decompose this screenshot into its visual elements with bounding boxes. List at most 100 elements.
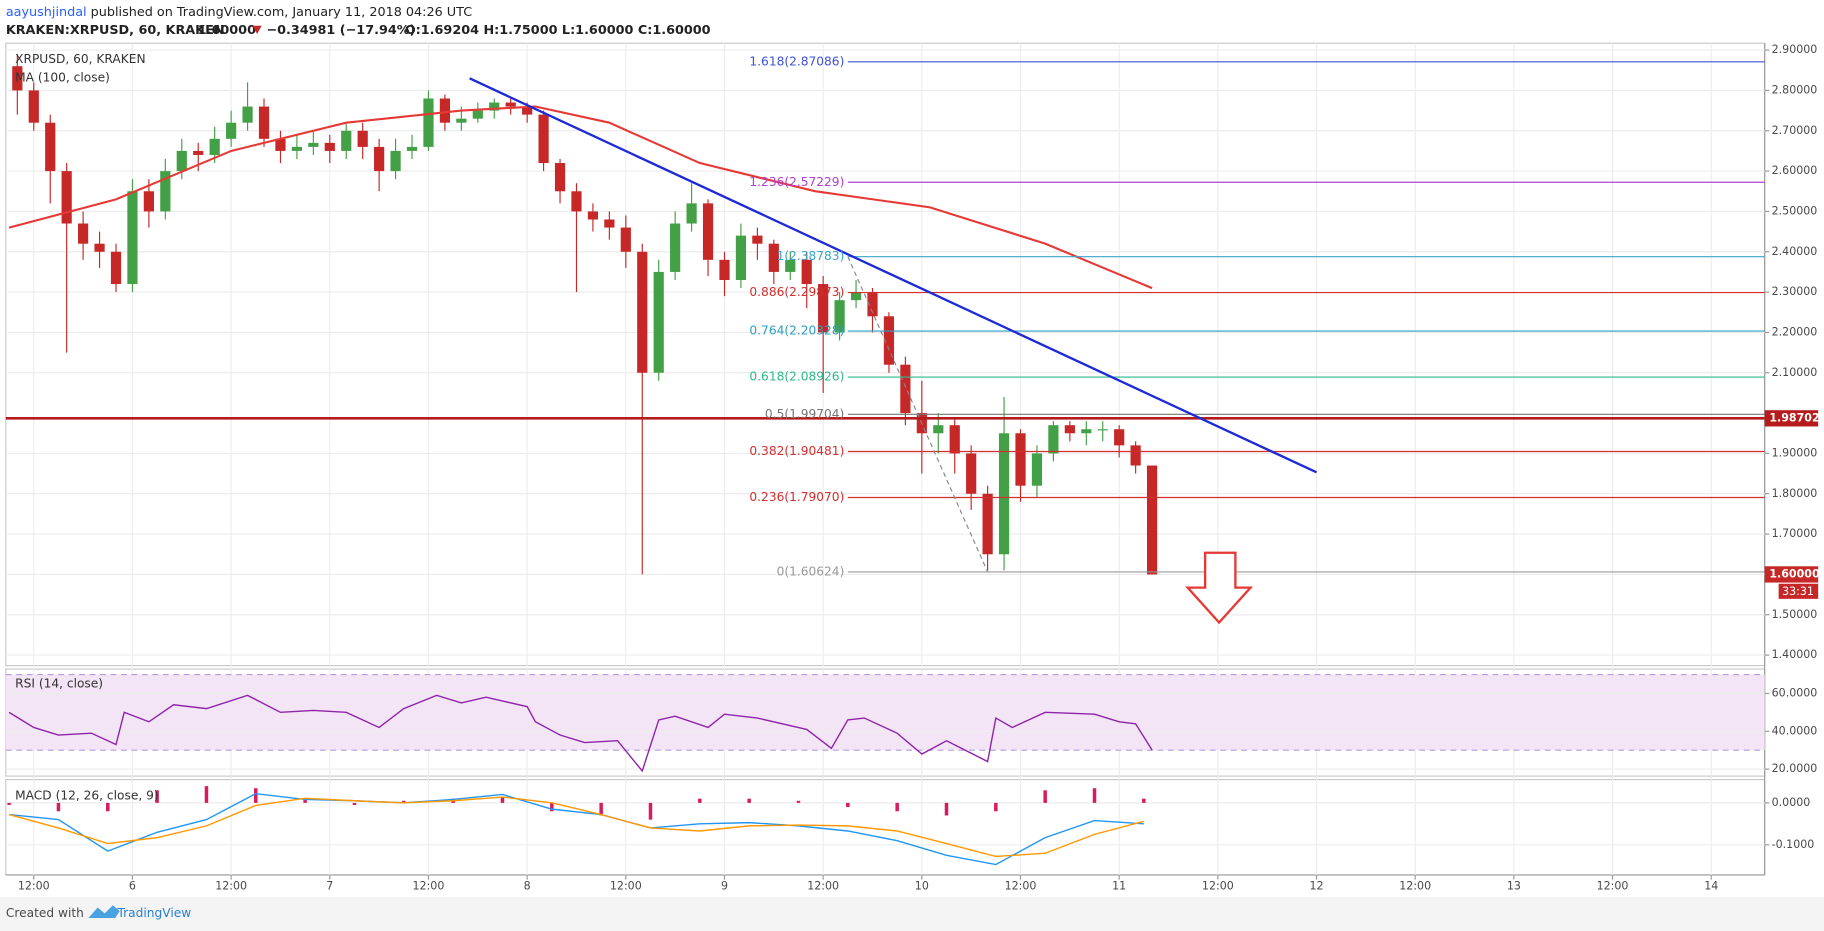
x-tick-label: 12:00 bbox=[807, 880, 839, 893]
candle-body bbox=[653, 271, 664, 373]
candle-body bbox=[45, 122, 56, 172]
candle-body bbox=[1114, 429, 1125, 446]
x-tick-label: 12:00 bbox=[413, 880, 445, 893]
price-badge-label: 1.60000 bbox=[1769, 567, 1820, 580]
change: −0.34981 (−17.94%) bbox=[266, 23, 415, 38]
fib-label: 0.618(2.08926) bbox=[749, 370, 844, 384]
header-line: aayushjindal published on TradingView.co… bbox=[6, 4, 472, 19]
y-tick-label: 2.40000 bbox=[1772, 245, 1818, 258]
x-tick-label: 12:00 bbox=[1202, 880, 1234, 893]
fib-label: 1.618(2.87086) bbox=[749, 54, 844, 68]
candle-body bbox=[505, 102, 516, 107]
histogram-bar bbox=[204, 786, 209, 803]
candle-body bbox=[554, 163, 566, 192]
footer-brand[interactable]: TradingView bbox=[116, 906, 191, 920]
candle-body bbox=[900, 364, 911, 414]
candle-body bbox=[966, 453, 977, 494]
candle-body bbox=[949, 425, 960, 454]
signal-line bbox=[8, 796, 1145, 858]
histogram-bar bbox=[352, 802, 357, 805]
candle-body bbox=[209, 138, 220, 155]
candle-body bbox=[1146, 465, 1158, 575]
histogram-bar bbox=[1142, 798, 1146, 803]
candle-body bbox=[637, 251, 648, 373]
ohlc: O:1.69204 H:1.75000 L:1.60000 C:1.60000 bbox=[405, 23, 711, 38]
histogram-bar bbox=[846, 802, 850, 808]
x-tick-label: 12:00 bbox=[215, 880, 247, 893]
candle-body bbox=[1031, 453, 1043, 486]
down-arrow-annotation bbox=[1185, 551, 1254, 625]
footer-created: Created with bbox=[6, 906, 84, 920]
candle-body bbox=[489, 102, 500, 111]
candle-body bbox=[818, 284, 829, 333]
histogram-bar bbox=[7, 802, 11, 805]
candle-body bbox=[291, 146, 303, 151]
y-tick-label: 40.0000 bbox=[1772, 724, 1818, 737]
x-tick-label: 12:00 bbox=[1005, 880, 1037, 893]
y-tick-label: 0.0000 bbox=[1772, 796, 1811, 809]
x-tick-label: 9 bbox=[721, 880, 728, 893]
x-tick-label: 11 bbox=[1112, 880, 1126, 893]
x-tick-label: 12:00 bbox=[610, 880, 642, 893]
histogram-bar bbox=[254, 788, 258, 803]
x-tick-label: 12:00 bbox=[1399, 880, 1431, 893]
x-tick-label: 13 bbox=[1507, 880, 1521, 893]
candle-body bbox=[341, 130, 352, 151]
countdown-badge bbox=[1778, 583, 1819, 599]
histogram-bar bbox=[56, 802, 61, 812]
candle-body bbox=[538, 114, 549, 164]
fib-label: 0(1.60624) bbox=[777, 564, 845, 578]
histogram-bar bbox=[895, 802, 899, 812]
histogram-bar bbox=[599, 802, 603, 816]
pane-title: MACD (12, 26, close, 9) bbox=[15, 788, 159, 802]
y-tick-label: 1.80000 bbox=[1772, 487, 1818, 500]
candle-body bbox=[834, 300, 845, 333]
candle-body bbox=[1048, 425, 1059, 454]
y-tick-label: 2.10000 bbox=[1772, 366, 1818, 379]
candle-body bbox=[1064, 425, 1075, 434]
x-tick-label: 12:00 bbox=[18, 880, 50, 893]
fib-label: 1(2.38783) bbox=[777, 249, 845, 263]
candle-body bbox=[620, 227, 631, 252]
candle-body bbox=[423, 98, 434, 147]
author[interactable]: aayushjindal bbox=[6, 4, 87, 19]
candle-body bbox=[439, 98, 451, 123]
last: 1.60000 bbox=[198, 23, 256, 38]
candle-body bbox=[587, 211, 599, 220]
y-tick-label: 2.50000 bbox=[1772, 204, 1818, 217]
fib-anchor-line bbox=[847, 256, 989, 573]
histogram-bar bbox=[747, 798, 751, 803]
histogram-bar bbox=[303, 798, 307, 803]
candle-body bbox=[670, 223, 681, 272]
fib-label: 0.764(2.20328) bbox=[749, 324, 844, 338]
candle-body bbox=[867, 292, 878, 317]
candle-body bbox=[324, 142, 335, 151]
y-tick-label: 60.0000 bbox=[1772, 686, 1818, 699]
histogram-bar bbox=[648, 802, 653, 820]
histogram-bar bbox=[500, 796, 505, 803]
candle-body bbox=[357, 130, 368, 147]
candle-body bbox=[374, 146, 385, 172]
histogram-bar bbox=[1043, 790, 1047, 803]
candle-body bbox=[258, 106, 270, 139]
candle-body bbox=[1097, 429, 1108, 431]
candle-body bbox=[193, 150, 204, 155]
histogram-bar bbox=[944, 802, 949, 816]
candle-body bbox=[143, 191, 154, 212]
candle-body bbox=[571, 191, 582, 212]
macd-line bbox=[9, 792, 1144, 866]
y-tick-label: 2.30000 bbox=[1772, 285, 1818, 298]
x-tick-label: 10 bbox=[915, 880, 929, 893]
price-badge-label: 1.98702 bbox=[1769, 411, 1819, 424]
x-tick-label: 12:00 bbox=[1597, 880, 1629, 893]
x-tick-label: 6 bbox=[129, 880, 136, 893]
pane-title: XRPUSD, 60, KRAKEN bbox=[15, 52, 146, 66]
candle-body bbox=[226, 122, 237, 139]
candle-body bbox=[242, 106, 253, 123]
candle-body bbox=[752, 235, 763, 244]
y-tick-label: 20.0000 bbox=[1772, 762, 1818, 775]
histogram-bar bbox=[1092, 788, 1097, 803]
price-badge bbox=[1764, 410, 1819, 427]
histogram-bar bbox=[402, 800, 406, 803]
histogram-bar bbox=[994, 802, 998, 812]
